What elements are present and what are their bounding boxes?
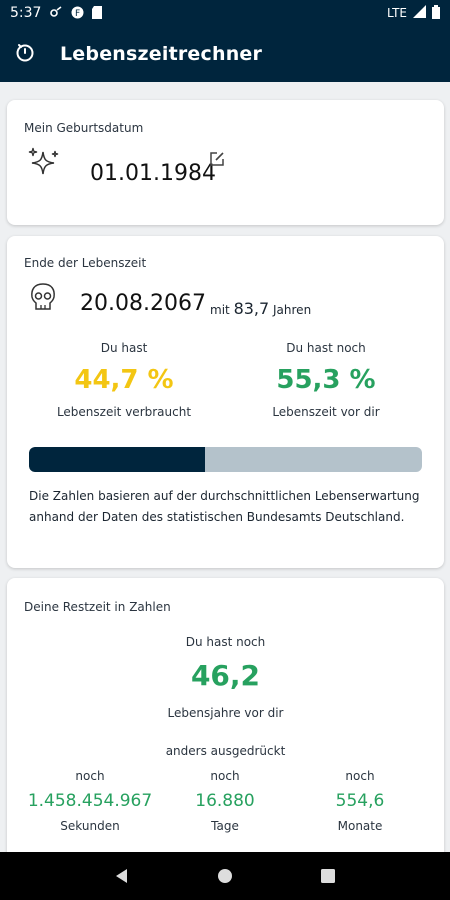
svg-text:F: F: [75, 9, 80, 19]
stat-days: noch 16.880 Tage: [150, 769, 300, 833]
years-text: Jahren: [273, 303, 312, 317]
lifetime-end-date: 20.08.2067: [80, 291, 206, 316]
stat-value: 16.880: [195, 791, 255, 811]
home-icon[interactable]: [205, 856, 245, 896]
network-type: LTE: [387, 6, 407, 20]
remaining-years-value: 46,2: [190, 659, 261, 692]
used-percent: 44,7 %: [74, 365, 174, 395]
remaining-bottom-text: Lebenszeit vor dir: [272, 405, 380, 419]
rest-top-text: Du hast noch: [185, 635, 266, 649]
info-text: Die Zahlen basieren auf der durchschnitt…: [29, 489, 420, 524]
birth-date-label: Mein Geburtsdatum: [24, 121, 144, 135]
lifetime-progress-fill: [29, 447, 205, 472]
stat-prefix: noch: [345, 769, 375, 783]
rest-bottom-text: Lebensjahre vor dir: [167, 706, 284, 720]
edit-icon[interactable]: [208, 150, 226, 172]
remaining-time-label: Deine Restzeit in Zahlen: [24, 600, 171, 614]
age-at-end: mit 83,7 Jahren: [210, 299, 311, 318]
used-top-text: Du hast: [100, 341, 148, 355]
remaining-percent: 55,3 %: [276, 365, 376, 395]
battery-icon: [432, 4, 440, 22]
timer-icon[interactable]: [14, 41, 36, 67]
stat-unit: Tage: [211, 819, 239, 833]
used-bottom-text: Lebenszeit verbraucht: [56, 405, 192, 419]
status-bar: 5:37 F LTE: [0, 0, 450, 26]
stat-value: 1.458.454.967: [27, 791, 153, 811]
mit-text: mit: [210, 303, 230, 317]
remaining-column: Du hast noch 55,3 % Lebenszeit vor dir: [241, 341, 411, 419]
lifetime-progress-bar: [29, 447, 422, 472]
stat-prefix: noch: [210, 769, 240, 783]
alt-text: anders ausgedrückt: [165, 744, 286, 758]
app-bar: Lebenszeitrechner: [0, 26, 450, 82]
stat-unit: Monate: [337, 819, 383, 833]
lifetime-end-label: Ende der Lebenszeit: [24, 256, 147, 270]
sparkles-icon: [26, 146, 62, 186]
stat-value: 554,6: [335, 791, 385, 811]
used-column: Du hast 44,7 % Lebenszeit verbraucht: [39, 341, 209, 419]
birth-date-value: 01.01.1984: [90, 161, 216, 186]
lifetime-end-card: Ende der Lebenszeit 20.08.2067 mit 83,7 …: [7, 236, 444, 568]
remaining-time-card: Deine Restzeit in Zahlen Du hast noch 46…: [7, 578, 444, 852]
stat-months: noch 554,6 Monate: [285, 769, 435, 833]
signal-icon: [413, 5, 426, 21]
stat-unit: Sekunden: [60, 819, 120, 833]
sd-card-icon: [92, 5, 103, 21]
back-icon[interactable]: [102, 856, 142, 896]
stat-prefix: noch: [75, 769, 105, 783]
notification-icon: [49, 6, 63, 20]
app-indicator-icon: F: [71, 6, 84, 21]
system-nav-bar: [0, 852, 450, 900]
birth-date-card[interactable]: Mein Geburtsdatum 01.01.1984: [7, 100, 444, 225]
recents-icon[interactable]: [308, 856, 348, 896]
remaining-top-text: Du hast noch: [286, 341, 366, 355]
app-title: Lebenszeitrechner: [60, 43, 263, 65]
main-content[interactable]: Mein Geburtsdatum 01.01.1984 Ende der Le…: [0, 82, 450, 852]
skull-icon: [27, 281, 59, 319]
status-time: 5:37: [10, 5, 42, 21]
stat-seconds: noch 1.458.454.967 Sekunden: [15, 769, 165, 833]
age-value: 83,7: [233, 299, 270, 318]
